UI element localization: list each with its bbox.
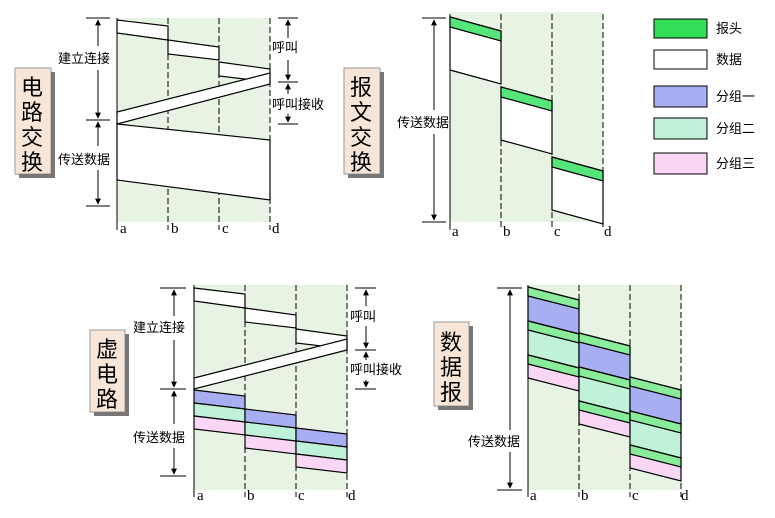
node-label-c: c (298, 488, 305, 504)
title-char-2: 路 (21, 101, 43, 126)
label-transfer: 传送数据 (58, 153, 110, 168)
node-labels: a b c d (452, 224, 612, 240)
node-label-b: b (503, 224, 511, 240)
legend-item-packet1: 分组一 (653, 85, 755, 108)
node-label-b: b (171, 221, 179, 237)
legend-label: 分组三 (716, 157, 755, 172)
legend-item-header: 报头 (653, 18, 742, 39)
title-char-3: 路 (96, 388, 118, 413)
label-transfer: 传送数据 (468, 435, 520, 450)
title-char-1: 电 (21, 76, 43, 101)
legend-item-packet3: 分组三 (653, 152, 755, 175)
label-call: 呼叫 (272, 41, 298, 56)
title-char-4: 换 (350, 151, 372, 176)
title-char-3: 交 (350, 126, 372, 151)
packet-hops (193, 389, 348, 474)
title-char-3: 报 (440, 381, 462, 406)
node-label-d: d (272, 221, 280, 237)
right-dimension-arrows (278, 17, 298, 125)
circuit-switching-panel: 建立连接 传送数据 呼叫 呼叫接收 a b c d 电 路 交 换 (14, 17, 324, 237)
legend: 报头 数据 分组一 分组二 分组三 (653, 18, 755, 175)
title-box: 报 文 交 换 (343, 67, 384, 178)
datagram-panel: 传送数据 a b c d 数 据 报 (433, 285, 689, 504)
legend-label: 分组二 (716, 122, 755, 137)
node-labels: a b c d (530, 488, 689, 504)
node-label-c: c (632, 488, 639, 504)
label-connect: 建立连接 (133, 320, 185, 336)
message-hops (449, 16, 604, 225)
title-char-2: 电 (96, 363, 118, 388)
label-transfer: 传送数据 (133, 431, 185, 446)
node-label-a: a (530, 488, 537, 504)
dimension-arrow (422, 17, 446, 223)
legend-label: 数据 (716, 53, 742, 68)
data-transfer-region (116, 123, 271, 201)
title-char-2: 据 (440, 356, 462, 381)
call-setup-signals (116, 19, 271, 125)
node-label-b: b (247, 488, 255, 504)
left-dimension-arrows (86, 17, 110, 207)
node-label-d: d (348, 488, 356, 504)
node-label-d: d (604, 224, 612, 240)
label-call: 呼叫 (350, 310, 376, 325)
label-connect: 建立连接 (58, 51, 110, 67)
node-labels: a b c d (197, 488, 356, 504)
node-label-b: b (581, 488, 589, 504)
legend-item-data: 数据 (653, 49, 742, 70)
legend-label: 分组一 (716, 90, 755, 105)
call-setup-signals (193, 287, 348, 390)
label-transfer: 传送数据 (397, 116, 449, 131)
node-labels: a b c d (120, 221, 280, 237)
title-char-1: 虚 (96, 338, 118, 363)
message-switching-panel: 传送数据 a b c d 报 文 交 换 (343, 12, 612, 240)
title-char-2: 文 (350, 101, 372, 126)
right-dimension-arrows (355, 287, 376, 390)
title-box: 数 据 报 (433, 321, 473, 410)
title-char-4: 换 (21, 151, 43, 176)
title-box: 虚 电 路 (89, 329, 129, 416)
title-box: 电 路 交 换 (14, 67, 55, 178)
virtual-circuit-panel: 建立连接 传送数据 呼叫 呼叫接收 a b c d 虚 电 路 (89, 285, 402, 504)
title-char-1: 数 (440, 331, 462, 356)
legend-label: 报头 (716, 22, 742, 37)
node-label-d: d (681, 488, 689, 504)
packet-hops (527, 286, 682, 482)
left-dimension-arrows (160, 287, 186, 477)
label-call-recv: 呼叫接收 (350, 362, 402, 378)
node-label-c: c (554, 224, 561, 240)
title-char-1: 报 (350, 76, 372, 101)
node-label-a: a (120, 221, 127, 237)
legend-item-packet2: 分组二 (653, 117, 755, 140)
dimension-arrow (497, 287, 522, 491)
node-label-a: a (197, 488, 204, 504)
node-label-a: a (452, 224, 459, 240)
title-char-3: 交 (21, 126, 43, 151)
label-call-recv: 呼叫接收 (272, 97, 324, 113)
node-label-c: c (222, 221, 229, 237)
